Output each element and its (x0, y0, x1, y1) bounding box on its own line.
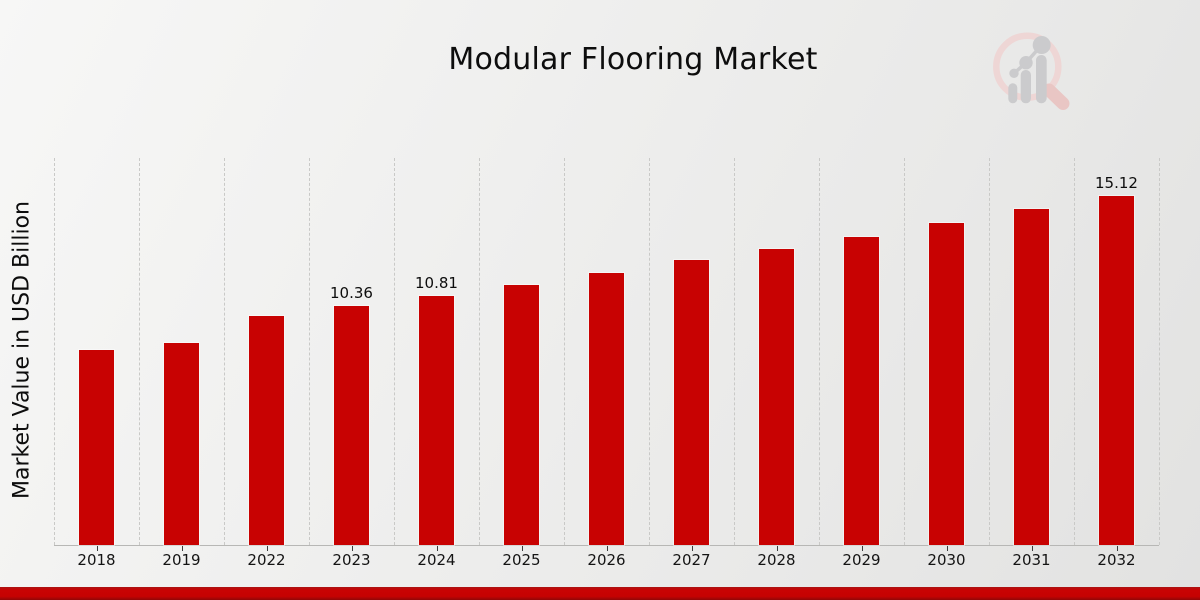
bar-2026 (589, 273, 624, 545)
bar-2022 (249, 316, 284, 545)
logo-dot-large-icon (1032, 36, 1051, 54)
gridline (1159, 158, 1160, 545)
x-tick-2022 (266, 546, 268, 551)
x-tick-2019 (181, 546, 183, 551)
x-tick-2032 (1116, 546, 1118, 551)
value-label-2023: 10.36 (330, 284, 373, 302)
gridline (224, 158, 225, 545)
bar-2023 (334, 306, 369, 545)
x-tick-2026 (606, 546, 608, 551)
plot-area: 10.36 10.81 15.12 (54, 158, 1160, 546)
bar-cell-2028 (734, 158, 819, 545)
x-tick-2027 (691, 546, 693, 551)
gridline (734, 158, 735, 545)
bar-cell-2023: 10.36 (309, 158, 394, 545)
gridline (479, 158, 480, 545)
x-tick-2028 (776, 546, 778, 551)
x-tick-label-2019: 2019 (162, 551, 201, 569)
logo-bar-tall-icon (1036, 55, 1047, 104)
gridline (904, 158, 905, 545)
gridline (394, 158, 395, 545)
logo-dot-small-icon (1009, 68, 1019, 78)
x-tick-label-2022: 2022 (247, 551, 286, 569)
value-label-2024: 10.81 (415, 274, 458, 292)
bar-cell-2024: 10.81 (394, 158, 479, 545)
gridline (819, 158, 820, 545)
footer-accent-bar (0, 587, 1200, 600)
x-tick-2031 (1031, 546, 1033, 551)
x-tick-label-2023: 2023 (332, 551, 371, 569)
bar-cell-2027 (649, 158, 734, 545)
x-tick-label-2024: 2024 (417, 551, 456, 569)
bar-2024 (419, 296, 454, 545)
x-tick-label-2031: 2031 (1012, 551, 1051, 569)
bar-cell-2019 (139, 158, 224, 545)
x-tick-label-2029: 2029 (842, 551, 881, 569)
bar-cell-2032: 15.12 (1074, 158, 1159, 545)
gridline (1074, 158, 1075, 545)
logo-dot-medium-icon (1019, 56, 1033, 70)
bar-2019 (164, 343, 199, 545)
x-tick-label-2027: 2027 (672, 551, 711, 569)
bar-2031 (1014, 209, 1049, 545)
x-tick-label-2032: 2032 (1097, 551, 1136, 569)
value-label-2032: 15.12 (1095, 174, 1138, 192)
gridline (989, 158, 990, 545)
x-tick-label-2025: 2025 (502, 551, 541, 569)
x-tick-2018 (96, 546, 98, 551)
bar-2030 (929, 223, 964, 545)
bar-cell-2022 (224, 158, 309, 545)
bar-cell-2029 (819, 158, 904, 545)
magnifier-handle-icon (1042, 83, 1070, 110)
x-tick-label-2018: 2018 (77, 551, 116, 569)
bar-2028 (759, 249, 794, 545)
bar-2027 (674, 260, 709, 545)
x-tick-label-2028: 2028 (757, 551, 796, 569)
chart-title: Modular Flooring Market (448, 42, 818, 77)
bar-cell-2031 (989, 158, 1074, 545)
gridline (649, 158, 650, 545)
gridline (139, 158, 140, 545)
magnifier-bar-chart-logo-icon (993, 32, 1070, 110)
gridline (564, 158, 565, 545)
x-tick-2025 (521, 546, 523, 551)
bar-2032 (1099, 196, 1134, 545)
bar-cell-2026 (564, 158, 649, 545)
x-tick-2023 (351, 546, 353, 551)
gridline (54, 158, 55, 545)
x-tick-2030 (946, 546, 948, 551)
bar-cell-2025 (479, 158, 564, 545)
bar-2025 (504, 285, 539, 545)
x-tick-2029 (861, 546, 863, 551)
bar-2018 (79, 350, 114, 545)
bar-cell-2030 (904, 158, 989, 545)
x-tick-2024 (436, 546, 438, 551)
bar-cell-2018 (54, 158, 139, 545)
gridline (309, 158, 310, 545)
x-tick-label-2026: 2026 (587, 551, 626, 569)
logo-bar-medium-icon (1020, 70, 1031, 104)
bar-2029 (844, 237, 879, 545)
x-tick-label-2030: 2030 (927, 551, 966, 569)
y-axis-label: Market Value in USD Billion (9, 200, 35, 500)
logo-bar-small-icon (1008, 83, 1018, 104)
